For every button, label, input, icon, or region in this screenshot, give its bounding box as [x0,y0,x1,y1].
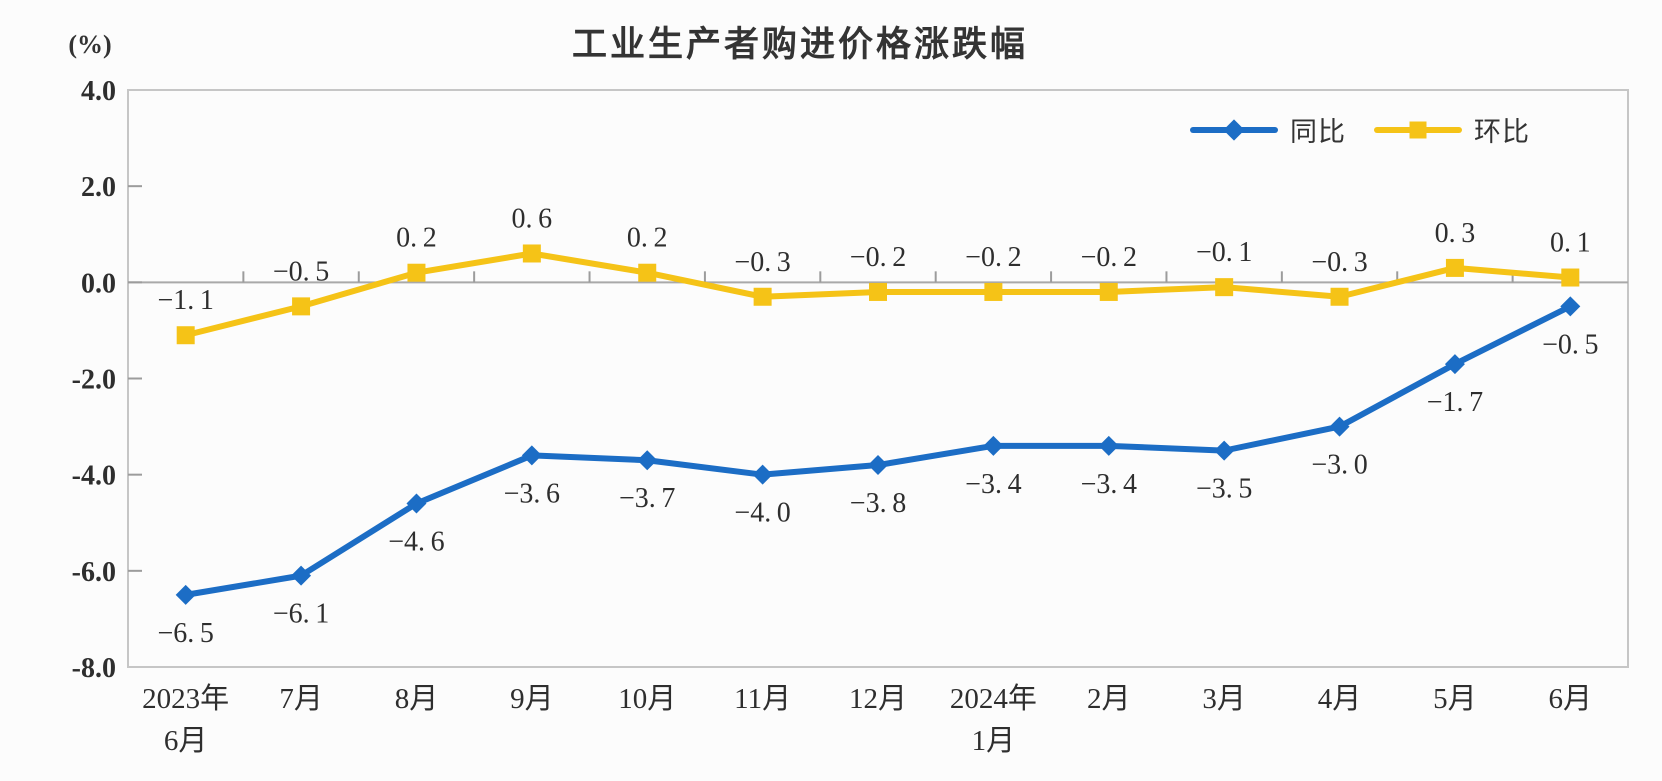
y-axis-unit-label: (%) [68,30,112,59]
mom-line-swatch [1374,121,1462,138]
x-tick-label: 2月 [1087,683,1131,715]
data-point-label: −3. 7 [619,483,675,514]
x-tick-label: 12月 [849,683,907,715]
data-point-label: 0. 2 [396,223,437,254]
data-point-label: −0. 3 [1311,247,1367,278]
legend-item-mom: 环比 [1374,110,1530,149]
y-tick-label: 2.0 [81,172,116,203]
data-point-marker-diamond [521,445,542,466]
data-point-label: 0. 2 [627,223,668,254]
data-point-label: −0. 3 [734,247,790,278]
data-point-marker-square [292,297,311,316]
x-tick-label: 4月 [1318,683,1362,715]
data-point-label: −3. 0 [1311,450,1367,481]
data-point-label: −1. 1 [157,285,213,316]
x-tick-label: 7月 [279,683,323,715]
y-tick-label: -8.0 [72,653,116,684]
data-point-marker-square [522,244,541,263]
data-point-label: −3. 8 [850,488,906,519]
data-point-label: 0. 3 [1435,218,1476,249]
data-point-marker-square [1445,258,1464,277]
x-tick-label: 11月 [734,683,791,715]
x-tick-label: 3月 [1202,683,1246,715]
x-tick-label: 5月 [1433,683,1477,715]
plot-area-border [127,89,1629,668]
data-point-label: −1. 7 [1427,387,1483,418]
data-point-marker-diamond [406,493,427,514]
legend-label-yoy: 同比 [1290,117,1346,147]
data-point-marker-square [1561,268,1580,287]
data-point-label: −4. 6 [388,527,444,558]
x-tick-label: 9月 [510,683,554,715]
data-point-marker-square [1099,282,1118,301]
data-point-marker-square [1215,278,1234,297]
chart-title: 工业生产者购进价格涨跌幅 [571,25,1028,64]
x-tick-label: 6月 [1549,683,1593,715]
data-point-label: 0. 1 [1550,228,1591,259]
data-point-marker-diamond [752,464,773,485]
yoy-line-swatch [1190,118,1278,141]
data-point-label: −0. 2 [965,242,1021,273]
data-point-label: −6. 1 [273,599,329,630]
data-point-marker-square [176,326,195,345]
data-point-marker-diamond [637,450,658,471]
data-point-label: −0. 5 [1542,329,1598,360]
data-point-marker-diamond [1444,354,1465,375]
data-point-label: −4. 0 [734,498,790,529]
data-point-label: −0. 1 [1196,237,1252,268]
data-point-marker-diamond [175,584,196,605]
data-point-marker-square [638,263,657,282]
x-tick-label: 2023年 6月 [142,682,229,757]
y-tick-label: 4.0 [81,76,116,107]
data-point-marker-square [1330,287,1349,306]
y-tick-label: -2.0 [72,365,116,396]
x-tick-label: 8月 [395,683,439,715]
diamond-marker-icon [1223,118,1245,141]
y-tick-label: -4.0 [72,461,116,492]
data-point-marker-square [753,287,772,306]
y-tick-label: 0.0 [81,268,116,299]
data-point-label: −0. 2 [850,242,906,273]
data-point-marker-square [984,282,1003,301]
data-point-marker-diamond [983,435,1004,456]
data-point-marker-diamond [291,565,312,586]
chart-legend: 同比 环比 [1190,110,1530,149]
data-point-label: −0. 5 [273,256,329,287]
data-point-label: −6. 5 [157,618,213,649]
legend-label-mom: 环比 [1474,117,1530,147]
data-point-label: −3. 4 [965,469,1021,500]
y-tick-label: -6.0 [72,557,116,588]
legend-item-yoy: 同比 [1190,110,1346,149]
data-point-marker-diamond [1560,296,1581,317]
data-point-marker-diamond [868,455,888,476]
x-tick-label: 10月 [618,683,676,715]
x-tick-label: 2024年 1月 [950,682,1037,757]
data-point-label: 0. 6 [512,203,553,234]
data-point-label: −3. 5 [1196,474,1252,505]
square-marker-icon [1409,121,1427,138]
data-point-marker-diamond [1214,440,1235,461]
data-point-marker-diamond [1329,416,1350,437]
data-point-marker-square [869,282,887,301]
data-point-label: −0. 2 [1081,242,1137,273]
data-point-label: −3. 6 [504,478,560,509]
data-point-marker-square [407,263,426,282]
data-point-label: −3. 4 [1081,469,1137,500]
data-point-marker-diamond [1098,435,1119,456]
